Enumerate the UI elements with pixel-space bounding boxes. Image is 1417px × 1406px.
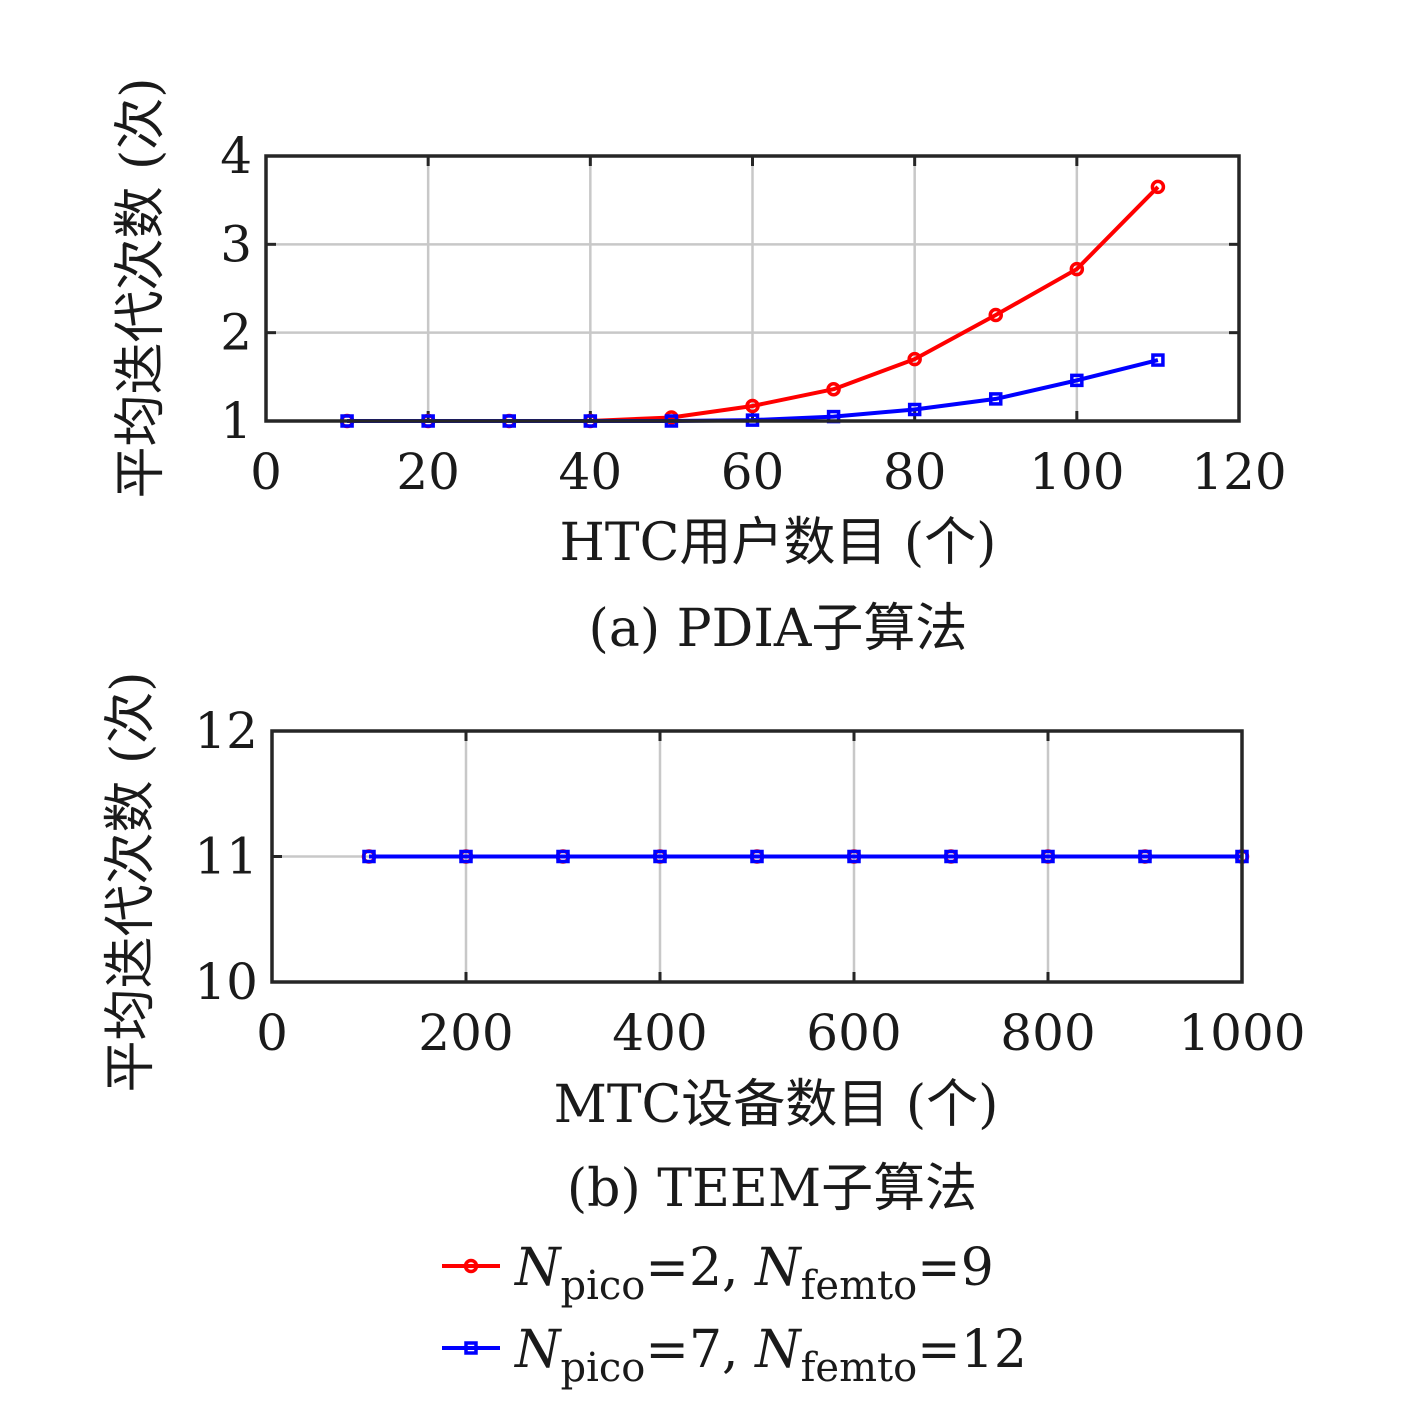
chart-a-caption: (a) PDIA子算法	[589, 599, 968, 659]
x-tick-label: 200	[418, 1004, 513, 1062]
chart-b-x-axis-label: MTC设备数目 (个)	[554, 1075, 999, 1135]
legend-sub: pico	[561, 1263, 646, 1309]
chart-a-y-tick-labels: 1 2 3 4	[220, 127, 252, 450]
y-tick-label: 1	[220, 392, 252, 450]
data-point	[459, 849, 473, 864]
chart-a-frame	[264, 154, 1241, 423]
legend-item-2: Npico=7, Nfemto=12	[442, 1320, 1027, 1391]
data-point	[944, 849, 958, 864]
y-tick-label: 12	[194, 702, 258, 760]
legend-eq: =2,	[645, 1238, 755, 1298]
x-tick-label: 60	[721, 443, 785, 501]
data-point	[653, 849, 667, 864]
legend-symbol: N	[753, 1238, 802, 1298]
legend-eq: =9	[917, 1238, 994, 1298]
y-tick-label: 11	[194, 828, 258, 886]
data-point	[989, 392, 1003, 406]
chart-b-x-tick-labels: 0 200 400 600 800 1000	[256, 1004, 1306, 1062]
x-tick-label: 1000	[1178, 1004, 1305, 1062]
chart-b-caption: (b) TEEM子算法	[567, 1159, 977, 1219]
legend-label-2: Npico=7, Nfemto=12	[513, 1320, 1027, 1391]
x-tick-label: 20	[396, 443, 460, 501]
data-point	[556, 849, 570, 864]
x-tick-label: 800	[1000, 1004, 1095, 1062]
legend-symbol: N	[753, 1320, 802, 1380]
legend-item-1: Npico=2, Nfemto=9	[442, 1238, 994, 1309]
x-tick-label: 400	[612, 1004, 707, 1062]
x-tick-label: 0	[256, 1004, 288, 1062]
x-tick-label: 40	[559, 443, 623, 501]
legend-sub: femto	[801, 1263, 918, 1309]
legend-symbol: N	[513, 1238, 562, 1298]
legend-sub: femto	[801, 1345, 918, 1391]
y-tick-label: 10	[194, 953, 258, 1011]
data-point	[1069, 261, 1085, 277]
legend-eq: =7,	[645, 1320, 755, 1380]
chart-a-y-axis-label: 平均迭代次数 (次)	[111, 77, 171, 498]
x-tick-label: 0	[250, 443, 282, 501]
data-point	[1041, 849, 1055, 864]
data-point	[988, 307, 1003, 323]
chart-a: 0 20 40 60 80 100 120 1 2 3 4 HTC用户数目 (个) 平均迭代次数 …	[111, 77, 1287, 659]
legend-symbol: N	[513, 1320, 562, 1380]
y-tick-label: 2	[220, 304, 252, 362]
data-point	[907, 351, 922, 367]
chart-b-series	[361, 849, 1250, 864]
legend-eq: =12	[917, 1320, 1027, 1380]
legend-marker-circle	[463, 1258, 479, 1274]
chart-a-x-axis-label: HTC用户数目 (个)	[560, 513, 997, 573]
x-tick-label: 600	[806, 1004, 901, 1062]
data-point	[1151, 353, 1165, 367]
data-point	[826, 381, 841, 397]
data-point	[745, 398, 760, 414]
chart-a-x-tick-labels: 0 20 40 60 80 100 120	[250, 443, 1287, 501]
data-point	[1070, 373, 1084, 388]
y-tick-label: 4	[220, 127, 252, 185]
data-point	[362, 849, 376, 864]
series-2	[362, 849, 1249, 864]
chart-b-y-tick-labels: 10 11 12	[194, 702, 258, 1011]
legend-sub: pico	[561, 1345, 646, 1391]
legend-label-1: Npico=2, Nfemto=9	[513, 1238, 994, 1309]
legend: Npico=2, Nfemto=9 Npico=7, Nfemto=12	[442, 1238, 1027, 1391]
chart-b-frame	[270, 729, 1244, 984]
chart-a-grid	[264, 154, 1241, 423]
x-tick-label: 120	[1191, 443, 1286, 501]
data-point	[847, 849, 861, 864]
data-point	[1150, 179, 1166, 195]
x-tick-label: 100	[1029, 443, 1124, 501]
chart-b-y-axis-label: 平均迭代次数 (次)	[101, 671, 161, 1092]
data-point	[907, 402, 922, 417]
chart-b: 0 200 400 600 800 1000 10 11 12 MTC设备数目 (个) 平均迭…	[101, 671, 1306, 1219]
data-point	[1138, 849, 1152, 864]
data-point	[750, 849, 764, 864]
y-tick-label: 3	[220, 215, 252, 273]
x-tick-label: 80	[883, 443, 947, 501]
legend-marker-square	[464, 1341, 478, 1355]
